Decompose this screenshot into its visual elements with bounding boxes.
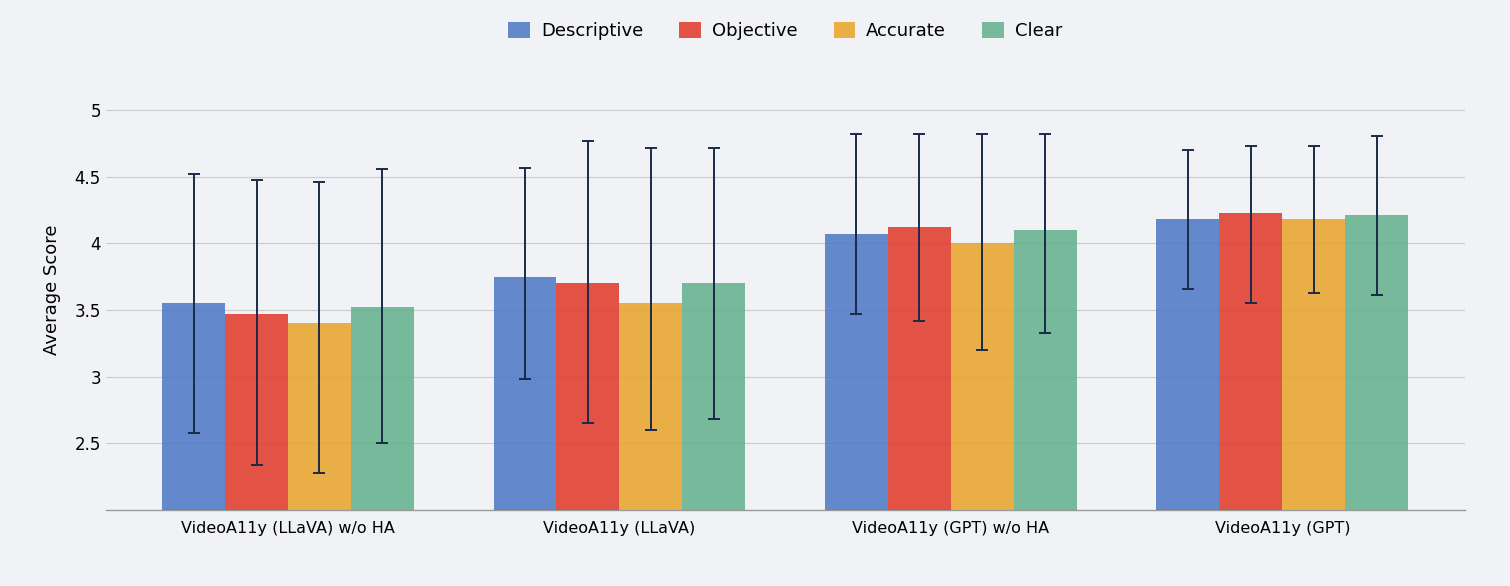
Bar [1220, 213, 1282, 510]
Legend: Descriptive, Objective, Accurate, Clear: Descriptive, Objective, Accurate, Clear [509, 22, 1062, 40]
Bar [824, 234, 888, 510]
Y-axis label: Average Score: Average Score [42, 225, 60, 355]
Bar [162, 304, 225, 510]
Bar [557, 284, 619, 510]
Bar [1345, 216, 1409, 510]
Bar [494, 277, 557, 510]
Bar [1157, 220, 1220, 510]
Bar [225, 314, 288, 510]
Bar [619, 304, 683, 510]
Bar [350, 308, 414, 510]
Bar [888, 227, 951, 510]
Bar [683, 284, 746, 510]
Bar [288, 323, 350, 510]
Bar [951, 243, 1013, 510]
Bar [1013, 230, 1077, 510]
Bar [1282, 220, 1345, 510]
